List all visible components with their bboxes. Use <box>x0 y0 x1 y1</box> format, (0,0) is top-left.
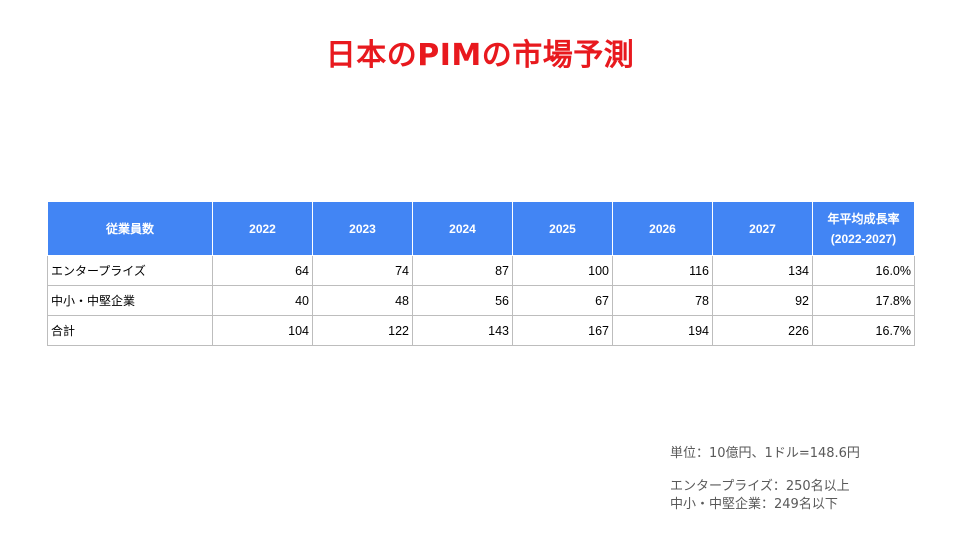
row-label: 中小・中堅企業 <box>47 285 213 316</box>
header-year: 2023 <box>312 201 413 256</box>
table-cell: 122 <box>312 315 413 346</box>
table-cell: 67 <box>512 285 613 316</box>
table-cell: 48 <box>312 285 413 316</box>
table-cell: 134 <box>712 255 813 286</box>
table-cell: 167 <box>512 315 613 346</box>
header-cagr-line1: 年平均成長率 <box>827 211 900 226</box>
table-cell: 64 <box>212 255 313 286</box>
page-title: 日本のPIMの市場予測 <box>325 38 635 73</box>
table-cell: 87 <box>412 255 513 286</box>
header-year: 2027 <box>712 201 813 256</box>
table-cell: 78 <box>612 285 713 316</box>
row-label: 合計 <box>47 315 213 346</box>
table-cell: 40 <box>212 285 313 316</box>
table-cell: 194 <box>612 315 713 346</box>
enterprise-definition-note: エンタープライズ：250名以上 <box>670 479 850 494</box>
table-cell: 74 <box>312 255 413 286</box>
table-cell: 100 <box>512 255 613 286</box>
table-row: 中小・中堅企業 40 48 56 67 78 92 17.8% <box>47 285 915 316</box>
header-employees: 従業員数 <box>47 201 213 256</box>
table-cell: 104 <box>212 315 313 346</box>
table-cell: 116 <box>612 255 713 286</box>
table-row: 合計 104 122 143 167 194 226 16.7% <box>47 315 915 346</box>
table-header-row: 従業員数 2022 2023 2024 2025 2026 2027 年平均成長… <box>47 201 915 256</box>
table-row: エンタープライズ 64 74 87 100 116 134 16.0% <box>47 255 915 286</box>
cagr-cell: 16.0% <box>812 255 915 286</box>
table-cell: 143 <box>412 315 513 346</box>
header-year: 2022 <box>212 201 313 256</box>
table-cell: 92 <box>712 285 813 316</box>
table-cell: 226 <box>712 315 813 346</box>
cagr-cell: 16.7% <box>812 315 915 346</box>
header-year: 2026 <box>612 201 713 256</box>
market-forecast-table: 従業員数 2022 2023 2024 2025 2026 2027 年平均成長… <box>47 201 915 346</box>
sme-definition-note: 中小・中堅企業：249名以下 <box>670 497 838 512</box>
table-cell: 56 <box>412 285 513 316</box>
row-label: エンタープライズ <box>47 255 213 286</box>
header-year: 2024 <box>412 201 513 256</box>
header-cagr-line2: (2022-2027) <box>830 231 897 246</box>
cagr-cell: 17.8% <box>812 285 915 316</box>
header-cagr: 年平均成長率 (2022-2027) <box>812 201 915 256</box>
unit-note: 単位：10億円、1ドル=148.6円 <box>670 446 860 461</box>
header-year: 2025 <box>512 201 613 256</box>
